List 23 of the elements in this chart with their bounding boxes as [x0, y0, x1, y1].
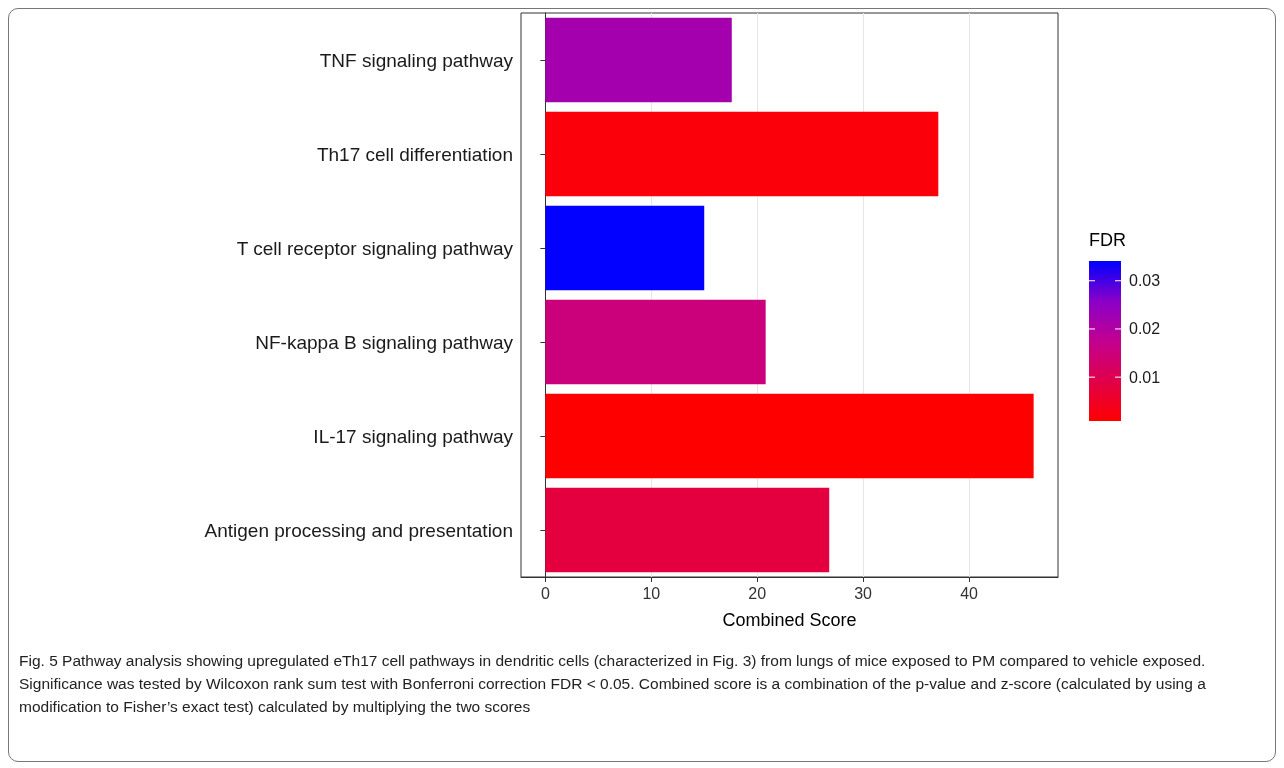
x-tick-label: 20 — [748, 584, 767, 602]
bar — [545, 205, 705, 291]
y-tick-label: IL-17 signaling pathway — [313, 425, 514, 447]
bar — [545, 487, 830, 573]
color-bar-label: 0.03 — [1129, 272, 1161, 290]
bar — [545, 111, 939, 197]
x-tick-label: 10 — [642, 584, 661, 602]
color-bar-title: FDR — [1089, 230, 1126, 250]
color-bar-label: 0.02 — [1129, 320, 1161, 338]
x-tick-label: 40 — [960, 584, 979, 602]
color-bar-label: 0.01 — [1129, 368, 1161, 386]
y-tick-label: NF-kappa B signaling pathway — [255, 331, 514, 353]
bar — [545, 17, 732, 103]
x-tick-label: 0 — [540, 584, 550, 602]
y-tick-label: T cell receptor signaling pathway — [236, 237, 514, 259]
y-tick-label: Th17 cell differentiation — [316, 143, 513, 165]
y-tick-label: Antigen processing and presentation — [204, 519, 513, 541]
bar — [545, 299, 766, 385]
bar — [545, 393, 1034, 479]
y-tick-label: TNF signaling pathway — [319, 49, 514, 71]
x-tick-label: 30 — [854, 584, 873, 602]
x-axis-title: Combined Score — [722, 610, 857, 630]
caption: Fig. 5 Pathway analysis showing upregulated eTh17 cell pathways in dendritic cells (characterized in Fig. 3) from lungs of mice exposed to PM compared to vehicle exposed. Significance was tested by Wilcoxon rank sum test with Bonferroni correction FDR < 0.05. Combined score is a combination of the p-value and z-score (calculated by using a modification to Fisher’s exact test) calculated by multiplying the two scores — [19, 651, 1207, 717]
